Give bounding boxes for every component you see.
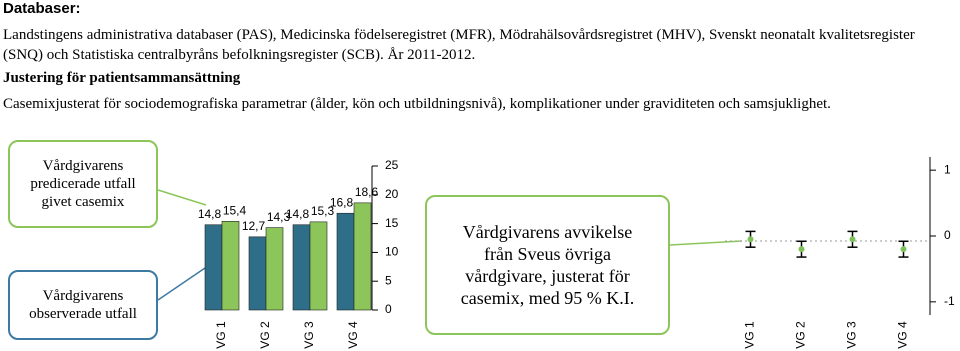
point — [747, 236, 754, 243]
title: Databaser: — [3, 0, 81, 17]
y-tick-label: 1 — [944, 162, 951, 176]
y-tick-label: 15 — [385, 216, 399, 230]
y-tick-label: -1 — [944, 294, 955, 308]
value-label: 18,6 — [355, 185, 379, 199]
point — [849, 236, 856, 243]
x-tick-label: VG 4 — [896, 321, 910, 349]
x-tick-label: VG 3 — [845, 321, 859, 349]
arrow — [157, 267, 206, 301]
bar — [309, 221, 328, 311]
bar — [248, 236, 267, 311]
arrow — [669, 240, 743, 246]
point — [798, 246, 805, 253]
arrow — [157, 189, 207, 206]
x-tick-label: VG 1 — [743, 321, 757, 349]
value-label: 12,7 — [242, 219, 266, 233]
x-tick-label: VG 3 — [302, 321, 316, 349]
bar — [336, 212, 355, 311]
y-tick-label: 20 — [385, 187, 399, 201]
value-label: 16,8 — [330, 195, 354, 209]
value-label: 15,3 — [311, 204, 335, 218]
value-label: 14,8 — [198, 207, 222, 221]
x-tick-label: VG 2 — [794, 321, 808, 349]
y-tick-label: 10 — [385, 245, 399, 259]
bar — [204, 224, 223, 311]
y-tick-label: 0 — [944, 228, 951, 242]
bar — [292, 224, 311, 311]
legend-box: Vårdgivarens observerade utfall — [8, 270, 158, 340]
annotation-box: Vårdgivarens avvikelse från Sveus övriga… — [425, 195, 670, 335]
bar — [265, 227, 284, 311]
y-tick-label: 25 — [385, 158, 399, 172]
y-tick-label: 5 — [385, 273, 392, 287]
value-label: 14,3 — [267, 210, 291, 224]
bar — [353, 202, 372, 311]
adjustment-text: Casemixjusterat för sociodemografiska pa… — [3, 96, 831, 112]
value-label: 15,4 — [223, 203, 247, 217]
x-tick-label: VG 4 — [346, 321, 360, 349]
bar — [221, 220, 240, 311]
sources: Landstingens administrativa databaser (P… — [3, 27, 915, 63]
point — [900, 246, 907, 253]
legend-box: Vårdgivarens predicerade utfall givet ca… — [8, 140, 158, 228]
x-tick-label: VG 1 — [214, 321, 228, 349]
x-tick-label: VG 2 — [258, 321, 272, 349]
heading: Justering för patientsammansättning — [3, 70, 241, 86]
value-label: 14,8 — [286, 207, 310, 221]
y-tick-label: 0 — [385, 302, 392, 316]
